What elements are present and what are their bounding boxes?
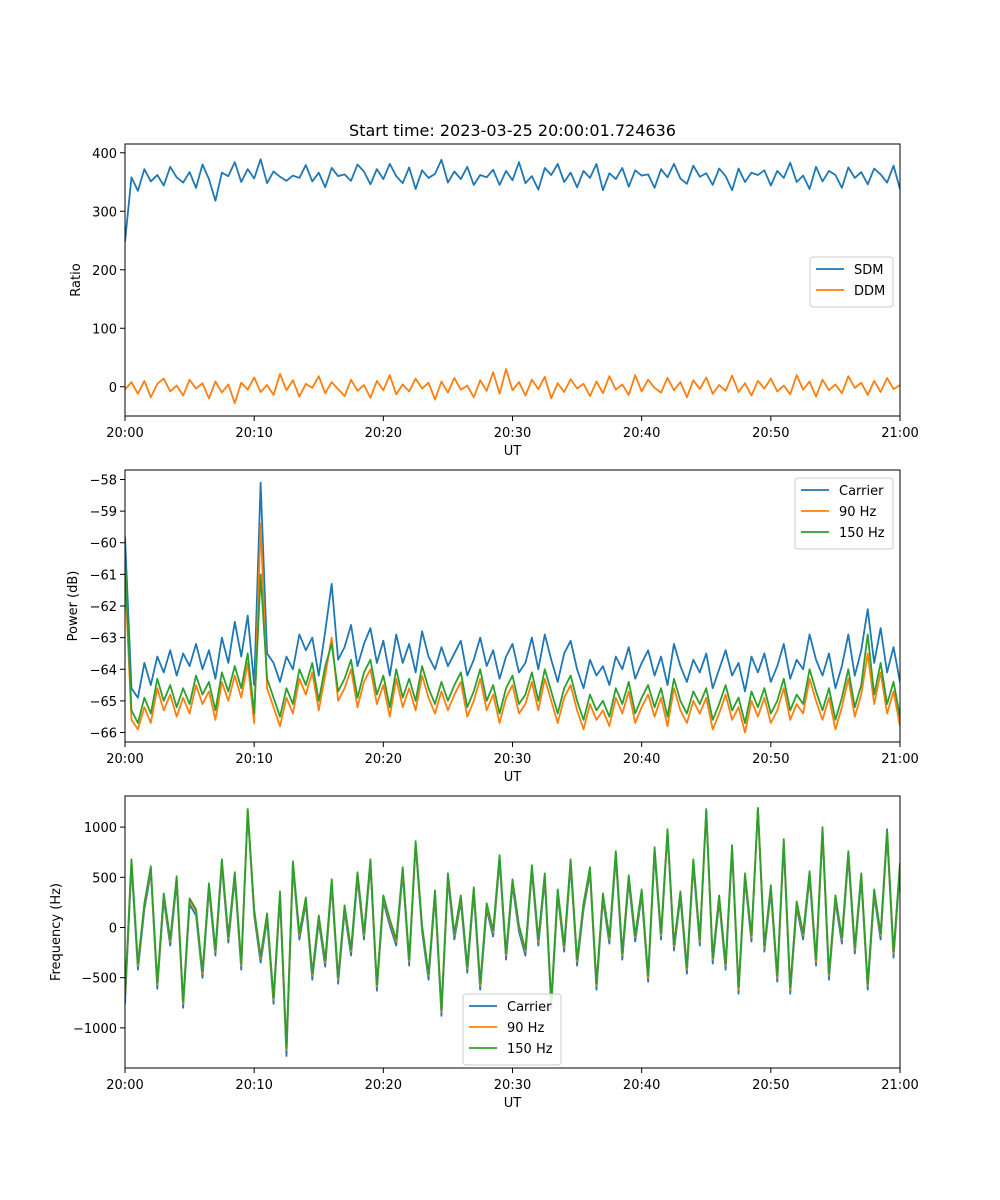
x-tick-label: 21:00 xyxy=(881,752,918,767)
y-axis-label: Frequency (Hz) xyxy=(49,883,64,981)
x-tick-label: 20:00 xyxy=(106,1078,143,1093)
x-tick-label: 21:00 xyxy=(881,1078,918,1093)
legend-label: SDM xyxy=(854,263,883,278)
y-tick-label: −65 xyxy=(90,695,117,710)
y-tick-label: 500 xyxy=(92,871,117,886)
legend-label: Carrier xyxy=(507,1000,552,1015)
x-axis-label: UT xyxy=(504,444,522,459)
y-tick-label: 0 xyxy=(109,381,117,396)
x-axis-label: UT xyxy=(504,1096,522,1111)
legend-label: 90 Hz xyxy=(839,505,876,520)
x-axis-label: UT xyxy=(504,770,522,785)
legend: Carrier 90 Hz 150 Hz xyxy=(794,477,894,550)
y-tick-label: −66 xyxy=(90,727,117,742)
x-tick-label: 20:20 xyxy=(365,426,402,441)
chart-panel-2: 20:00 20:10 20:20 20:30 20:40 20:50 21:00 −66 −6… xyxy=(66,469,919,785)
x-tick-label: 20:40 xyxy=(623,1078,660,1093)
y-axis-label: Ratio xyxy=(69,263,84,296)
y-tick-label: −64 xyxy=(90,663,117,678)
series-line-150-hz xyxy=(125,558,900,724)
series-line-sdm xyxy=(125,158,900,242)
y-tick-label: −500 xyxy=(81,972,117,987)
x-tick-label: 20:00 xyxy=(106,426,143,441)
x-tick-label: 20:30 xyxy=(494,752,531,767)
x-tick-label: 20:00 xyxy=(106,752,143,767)
legend-label: DDM xyxy=(854,284,885,299)
x-tick-label: 20:20 xyxy=(365,752,402,767)
y-tick-label: 100 xyxy=(92,322,117,337)
x-tick-label: 20:10 xyxy=(235,1078,272,1093)
y-tick-label: 200 xyxy=(92,264,117,279)
y-tick-label: 400 xyxy=(92,147,117,162)
legend-label: 150 Hz xyxy=(507,1042,553,1057)
x-tick-label: 20:40 xyxy=(623,752,660,767)
legend: Carrier 90 Hz 150 Hz xyxy=(462,993,562,1066)
series-line-ddm xyxy=(125,368,900,405)
x-tick-label: 20:30 xyxy=(494,1078,531,1093)
chart-title: Start time: 2023-03-25 20:00:01.724636 xyxy=(349,121,676,140)
x-tick-label: 20:20 xyxy=(365,1078,402,1093)
y-tick-label: 300 xyxy=(92,205,117,220)
y-tick-label: −63 xyxy=(90,632,117,647)
chart-panels: 20:00 20:10 20:20 20:30 20:40 20:50 21:00 0 100 2… xyxy=(49,143,919,1111)
y-axis-label: Power (dB) xyxy=(66,571,81,642)
chart-panel-3: 20:00 20:10 20:20 20:30 20:40 20:50 21:00 −1000… xyxy=(49,795,919,1111)
y-tick-label: −61 xyxy=(90,568,117,583)
y-tick-label: −1000 xyxy=(73,1022,117,1037)
legend: SDM DDM xyxy=(809,256,894,308)
y-tick-label: −58 xyxy=(90,473,117,488)
chart-panel-1: 20:00 20:10 20:20 20:30 20:40 20:50 21:00 0 100 2… xyxy=(69,143,919,459)
legend-label: 150 Hz xyxy=(839,526,885,541)
y-tick-label: 0 xyxy=(109,921,117,936)
legend-label: 90 Hz xyxy=(507,1021,544,1036)
x-tick-label: 21:00 xyxy=(881,426,918,441)
x-tick-label: 20:10 xyxy=(235,752,272,767)
y-tick-label: 1000 xyxy=(84,821,117,836)
y-tick-label: −59 xyxy=(90,505,117,520)
x-tick-label: 20:30 xyxy=(494,426,531,441)
x-tick-label: 20:50 xyxy=(752,426,789,441)
series-line-150-hz xyxy=(125,807,900,1049)
y-tick-label: −62 xyxy=(90,600,117,615)
x-tick-label: 20:50 xyxy=(752,752,789,767)
x-tick-label: 20:10 xyxy=(235,426,272,441)
series-line-90-hz xyxy=(125,522,900,734)
x-tick-label: 20:40 xyxy=(623,426,660,441)
series-line-carrier xyxy=(125,481,900,699)
x-tick-label: 20:50 xyxy=(752,1078,789,1093)
legend-label: Carrier xyxy=(839,484,884,499)
y-tick-label: −60 xyxy=(90,537,117,552)
